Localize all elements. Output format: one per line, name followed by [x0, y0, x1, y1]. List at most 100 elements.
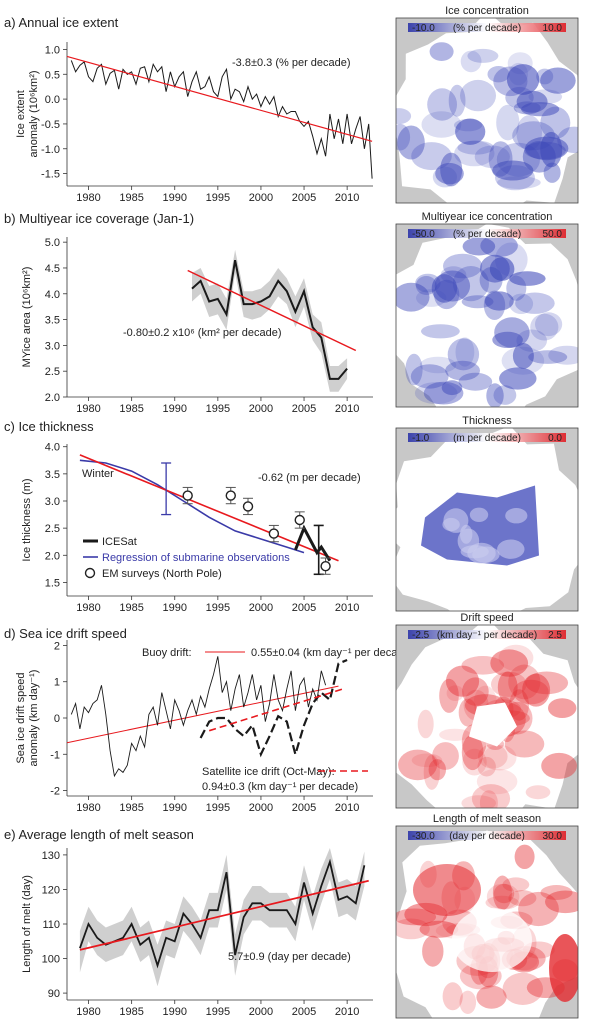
concentration-patch: [489, 257, 515, 281]
y-tick-label: 5.0: [45, 237, 60, 249]
concentration-patch: [442, 982, 463, 1011]
melt-hotspot: [549, 934, 578, 1002]
y-tick-label: -1.0: [41, 144, 60, 156]
y-tick-label: 3.5: [45, 315, 60, 327]
concentration-patch: [439, 728, 471, 741]
x-tick-label: 2010: [335, 403, 359, 415]
concentration-patch: [507, 52, 533, 75]
x-tick-label: 2010: [335, 1006, 359, 1018]
panel-title: e) Average length of melt season: [4, 827, 194, 842]
map-body: [396, 224, 578, 407]
colorbar: [408, 433, 566, 442]
concentration-patch: [431, 274, 458, 303]
trend-annotation: -0.62 (m per decade): [258, 472, 361, 484]
concentration-patch: [455, 337, 475, 367]
panel-c-ice-thickness: 1980 1985 1990 1995 2000 2005 2010 4.0 3.5 3.0 2.5…: [4, 419, 373, 614]
concentration-patch: [492, 331, 523, 348]
concentration-patch: [397, 125, 425, 160]
thickness-patch: [497, 539, 525, 559]
panel-a-annual-ice-extent: 1980 1985 1990 1995 2000 2005 2010 1.0 0.5 0.0 -0.…: [4, 15, 373, 204]
concentration-patch: [461, 734, 484, 771]
concentration-patch: [501, 346, 545, 375]
x-tick-label: 1980: [76, 192, 100, 204]
concentration-patch: [502, 972, 543, 1006]
concentration-patch: [460, 79, 496, 112]
concentration-patch: [486, 383, 504, 407]
concentration-patch: [548, 345, 578, 365]
panel-title: b) Multiyear ice coverage (Jan-1): [4, 211, 194, 226]
concentration-patch: [513, 679, 549, 705]
thickness-patch: [505, 508, 528, 524]
season-label: Winter: [82, 468, 114, 480]
concentration-patch: [415, 276, 437, 295]
colorbar: [408, 630, 566, 639]
concentration-patch: [540, 106, 571, 139]
trend-annotation: 5.7±0.9 (day per decade): [228, 951, 351, 963]
concentration-patch: [522, 673, 551, 707]
concentration-patch: [484, 291, 514, 311]
concentration-patch: [415, 273, 441, 293]
panel-b-multiyear-ice: 1980 1985 1990 1995 2000 2005 2010 5.0 4.5 4.0 3.5…: [4, 211, 373, 415]
x-tick-label: 1995: [206, 192, 230, 204]
concentration-patch: [396, 918, 430, 940]
concentration-patch: [491, 671, 527, 697]
x-tick-label: 1990: [163, 403, 187, 415]
concentration-patch: [448, 84, 466, 117]
concentration-patch: [435, 162, 464, 185]
y-tick-label: 90: [48, 988, 60, 1000]
concentration-patch: [540, 67, 576, 94]
concentration-patch: [462, 748, 487, 776]
concentration-patch: [525, 671, 569, 695]
satellite-label: Satellite ice drift (Oct-May):: [202, 766, 335, 778]
buoy-drift-line: [70, 656, 327, 778]
x-tick-label: 2000: [249, 602, 273, 614]
concentration-patch: [445, 665, 480, 697]
concentration-patch: [452, 266, 489, 302]
concentration-patch: [498, 644, 534, 672]
concentration-patch: [396, 908, 437, 926]
myice-area-line: [191, 260, 348, 380]
y-tick-label: -2: [50, 786, 60, 798]
concentration-patch: [496, 104, 520, 141]
buoy-trend-annotation: 0.55±0.04 (km day⁻¹ per decade): [251, 647, 413, 659]
map-frame: [395, 223, 579, 408]
concentration-patch: [433, 279, 460, 310]
x-tick-label: 1990: [163, 1006, 187, 1018]
y-tick-label: 3.5: [45, 469, 60, 481]
concentration-patch: [545, 890, 578, 914]
concentration-patch: [502, 877, 530, 892]
x-tick-label: 1990: [163, 192, 187, 204]
concentration-patch: [541, 752, 577, 779]
map-2: -50.0 (% per decade) 50.0: [395, 223, 579, 408]
concentration-patch: [518, 891, 559, 927]
panel-e-melt-season: 1980 1985 1990 1995 2000 2005 2010 130 120 110 100…: [4, 827, 373, 1018]
colorbar-unit-label: (km day⁻¹ per decade): [437, 630, 537, 641]
colorbar-max-label: 30.0: [543, 831, 563, 842]
y-tick-label: 0.5: [45, 69, 60, 81]
x-tick-label: 2005: [292, 802, 316, 814]
x-tick-label: 2000: [249, 1006, 273, 1018]
x-tick-label: 2005: [292, 602, 316, 614]
map-4: -2.5 (km day⁻¹ per decade) 2.5: [395, 624, 579, 809]
colorbar-min-label: -50.0: [412, 229, 435, 240]
no-data-hole: [469, 702, 517, 747]
concentration-patch: [427, 88, 457, 121]
thickness-patch: [442, 517, 460, 532]
concentration-patch: [419, 356, 457, 374]
concentration-patch: [479, 267, 503, 293]
concentration-patch: [506, 64, 540, 95]
map-5: -30.0 (day per decade) 30.0: [395, 825, 579, 1019]
y-tick-label: 3.0: [45, 496, 60, 508]
buoy-trend-line: [66, 685, 339, 744]
concentration-patch: [447, 338, 480, 371]
concentration-patch: [461, 656, 505, 675]
concentration-patch: [535, 312, 563, 337]
x-tick-label: 1995: [206, 1006, 230, 1018]
y-axis-label: Length of melt (day): [21, 875, 33, 973]
x-tick-label: 1995: [206, 802, 230, 814]
colorbar-min-label: -30.0: [412, 831, 435, 842]
legend-submarine-label: Regression of submarine observations: [102, 552, 290, 564]
map-frame: [395, 624, 579, 809]
submarine-regression-line: [79, 459, 305, 554]
y-tick-label: -1.5: [41, 169, 60, 181]
